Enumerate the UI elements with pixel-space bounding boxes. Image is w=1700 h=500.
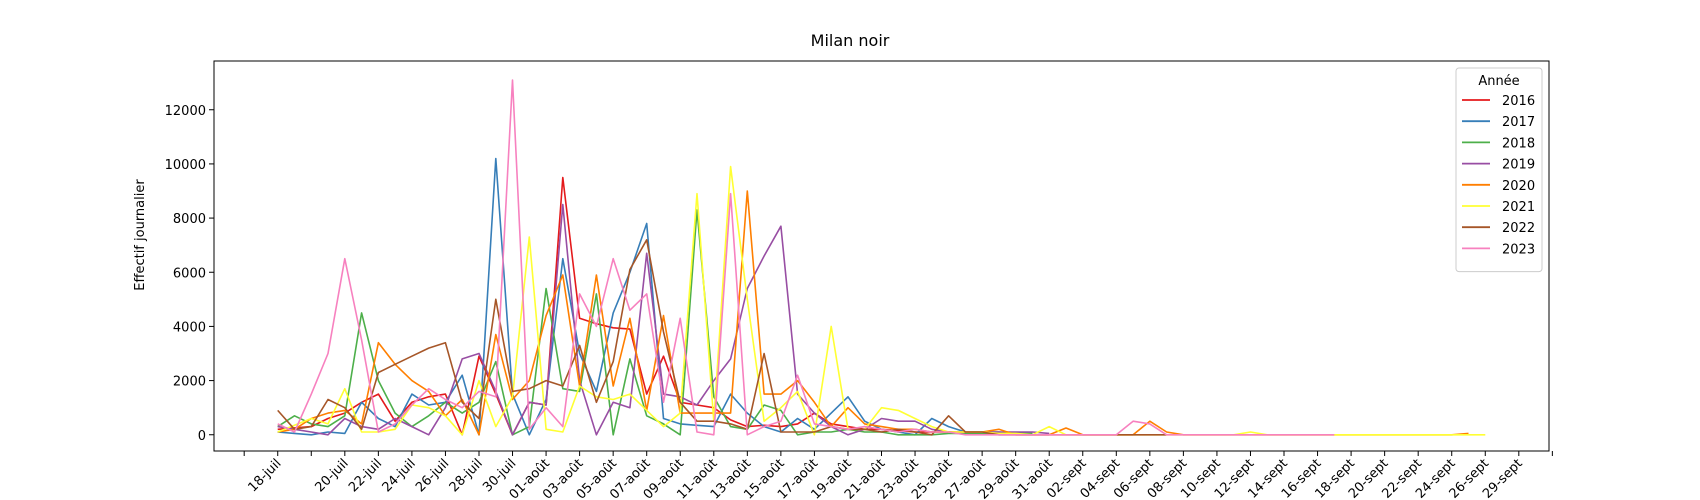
- y-tick-label: 8000: [173, 212, 206, 227]
- x-tick-label: 22-juil: [346, 456, 385, 495]
- legend-label-2019: 2019: [1502, 158, 1535, 173]
- plot-frame: [213, 60, 1550, 452]
- chart-title: Milan noir: [811, 31, 890, 50]
- series-line-2020: [277, 190, 1469, 436]
- y-tick-label: 12000: [165, 104, 206, 119]
- series-line-2021: [277, 165, 1486, 436]
- legend-label-2021: 2021: [1502, 200, 1535, 215]
- legend-label-2020: 2020: [1502, 179, 1535, 194]
- series-line-2018: [277, 209, 1033, 436]
- x-axis-ticks: 18-juil 20-juil22-juil24-juil26-juil28-ju…: [243, 451, 1553, 500]
- x-tick-label: 28-juil: [447, 456, 486, 495]
- series-line-2017: [277, 157, 1033, 436]
- series-line-2023: [277, 79, 1335, 436]
- plot-lines: [277, 79, 1486, 436]
- x-tick-label: 18-juil: [245, 456, 284, 495]
- y-axis-label: Effectif journalier: [133, 179, 148, 291]
- y-tick-label: 4000: [173, 320, 206, 335]
- legend-label-2018: 2018: [1502, 136, 1535, 151]
- x-tick-label: 24-juil: [380, 456, 419, 495]
- y-tick-label: 0: [198, 429, 206, 444]
- legend-label-2022: 2022: [1502, 221, 1535, 236]
- y-tick-label: 2000: [173, 375, 206, 390]
- legend-label-2016: 2016: [1502, 94, 1535, 109]
- y-tick-label: 6000: [173, 266, 206, 281]
- legend-label-2023: 2023: [1502, 242, 1535, 257]
- x-tick-label: 20-juil: [313, 456, 352, 495]
- legend-box: [1455, 67, 1543, 273]
- legend: Année 2016 2017 2018 2019 2020 2021 2022 2023: [1455, 67, 1543, 273]
- legend-title: Année: [1478, 74, 1519, 89]
- legend-items: 2016 2017 2018 2019 2020 2021 2022 2023: [1462, 94, 1535, 257]
- legend-label-2017: 2017: [1502, 115, 1535, 130]
- y-axis-ticks: 0 2000 4000 6000 8000 10000 12000: [165, 104, 214, 444]
- series-line-2016: [277, 176, 1033, 436]
- x-tick-label: 26-juil: [413, 456, 452, 495]
- y-tick-label: 10000: [165, 158, 206, 173]
- series-line-2019: [277, 203, 1050, 436]
